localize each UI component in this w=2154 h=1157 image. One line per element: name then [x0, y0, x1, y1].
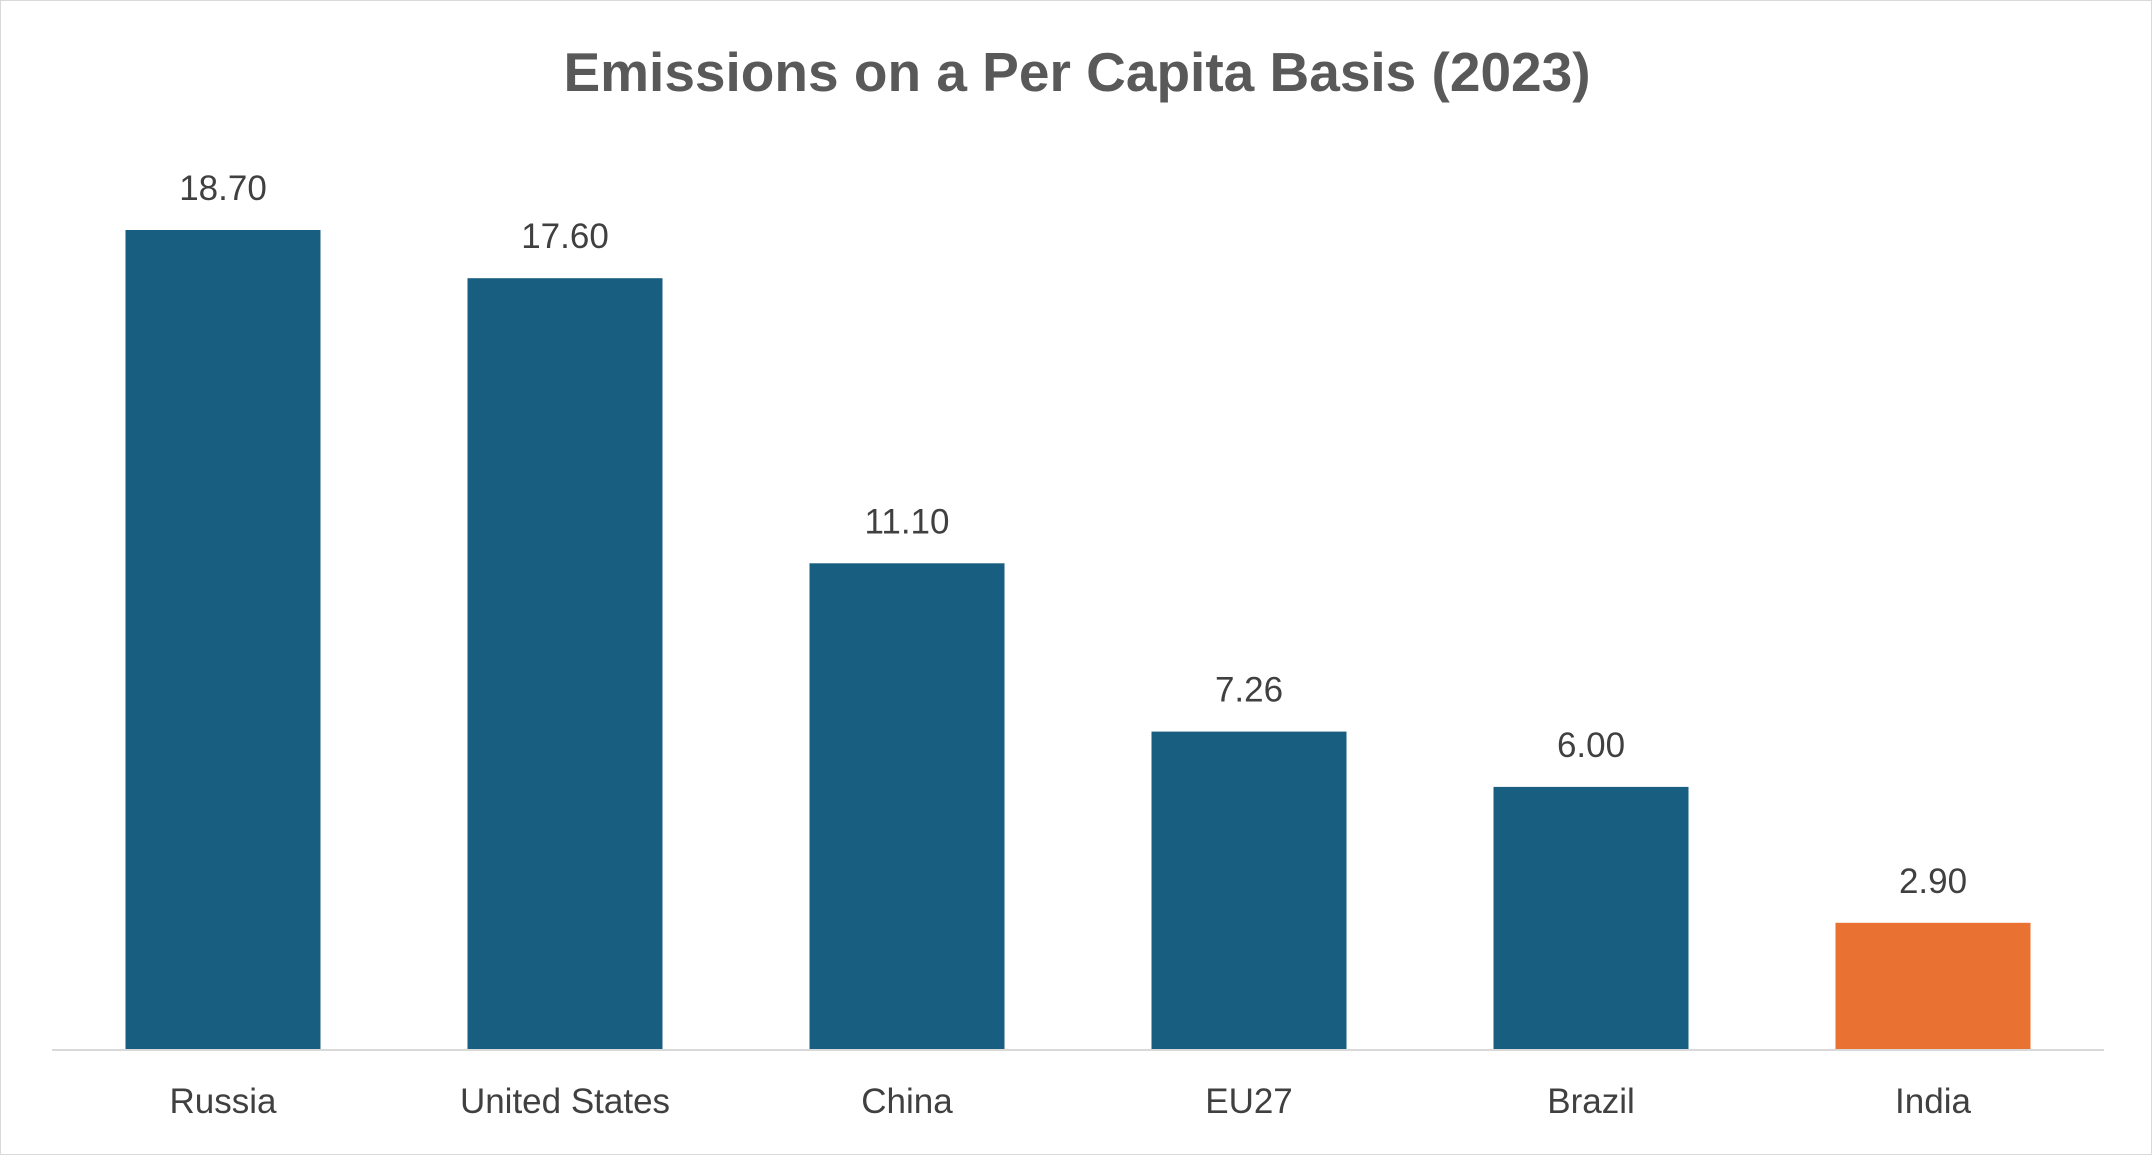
- data-label-united-states: 17.60: [521, 217, 609, 256]
- bar-china: [809, 563, 1005, 1050]
- data-label-brazil: 6.00: [1557, 726, 1625, 765]
- category-label-russia: Russia: [170, 1082, 278, 1121]
- data-label-eu27: 7.26: [1215, 671, 1283, 710]
- category-label-eu27: EU27: [1205, 1082, 1293, 1121]
- data-label-china: 11.10: [865, 502, 950, 541]
- data-label-russia: 18.70: [179, 169, 267, 208]
- bar-eu27: [1151, 731, 1347, 1050]
- category-label-brazil: Brazil: [1547, 1082, 1635, 1121]
- category-label-india: India: [1895, 1082, 1971, 1121]
- chart-title: Emissions on a Per Capita Basis (2023): [563, 41, 1591, 103]
- data-label-india: 2.90: [1899, 862, 1967, 901]
- bar-united-states: [467, 278, 663, 1050]
- bar-russia: [125, 230, 321, 1050]
- category-label-united-states: United States: [460, 1082, 670, 1121]
- bar-india: [1835, 922, 2031, 1050]
- category-label-china: China: [861, 1082, 953, 1121]
- bar-brazil: [1493, 786, 1689, 1050]
